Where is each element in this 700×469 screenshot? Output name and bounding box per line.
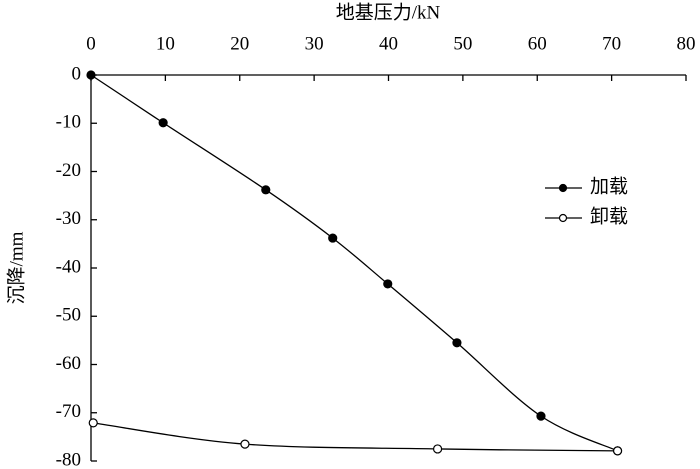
x-tick-label: 80 [677, 33, 696, 54]
data-point [612, 446, 623, 456]
y-axis-title: 沉降/mm [5, 231, 27, 304]
data-point [88, 418, 98, 428]
y-tick-label: 0 [72, 63, 82, 84]
data-point [432, 444, 443, 454]
y-tick-label: -60 [56, 353, 81, 374]
y-tick-label: -30 [56, 208, 81, 229]
y-tick-label: -70 [56, 401, 81, 422]
y-tick-label: -50 [56, 305, 81, 326]
y-tick-label: -20 [56, 160, 81, 181]
data-point [383, 279, 393, 289]
x-tick-label: 0 [86, 33, 96, 54]
data-point [452, 338, 462, 348]
data-line [90, 74, 618, 452]
x-tick-label: 70 [602, 33, 621, 54]
x-axis-title: 地基压力/kN [336, 1, 441, 23]
y-tick-label: -40 [56, 256, 81, 277]
legend-label: 卸载 [590, 205, 628, 227]
data-line [93, 422, 618, 452]
legend-marker [558, 213, 568, 223]
data-point [536, 411, 546, 421]
x-tick-label: 50 [453, 33, 472, 54]
x-tick-label: 30 [305, 33, 324, 54]
data-point [261, 185, 271, 195]
x-tick-label: 10 [156, 33, 175, 54]
y-tick-label: -80 [56, 449, 81, 469]
data-point [240, 439, 250, 449]
x-tick-label: 40 [379, 33, 398, 54]
x-tick-label: 20 [230, 33, 249, 54]
data-point [86, 70, 96, 80]
legend-marker [558, 183, 568, 193]
x-tick-label: 60 [528, 33, 547, 54]
data-point [328, 233, 338, 243]
y-tick-label: -10 [56, 112, 81, 133]
data-point [158, 118, 168, 128]
legend-label: 加载 [590, 175, 628, 197]
